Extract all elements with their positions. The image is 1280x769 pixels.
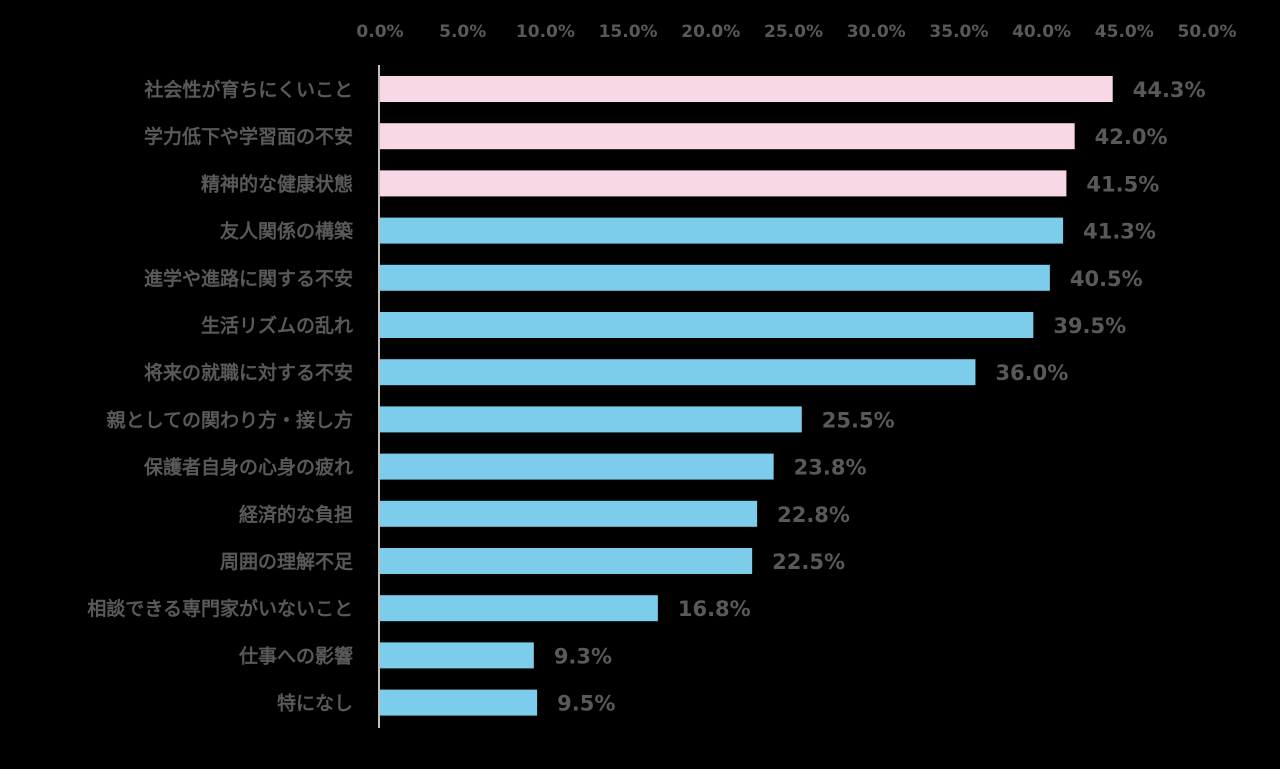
x-tick-label: 35.0% [929,22,988,42]
data-label: 41.3% [1083,220,1156,244]
category-label: 社会性が育ちにくいこと [143,78,353,101]
bar [380,359,976,386]
data-label: 9.3% [554,644,612,668]
bar [380,312,1034,338]
category-label: 仕事への影響 [238,644,353,667]
category-label: 将来の就職に対する不安 [144,361,353,384]
bar [380,76,1113,102]
data-label: 36.0% [995,361,1068,385]
bar [380,453,774,480]
x-tick-label: 45.0% [1095,22,1154,42]
data-label: 41.5% [1086,172,1159,196]
data-label: 23.8% [794,456,867,480]
x-tick-label: 30.0% [847,22,906,42]
data-label: 44.3% [1133,78,1206,102]
category-label: 特になし [277,693,353,715]
bar [380,170,1067,197]
x-tick-label: 25.0% [764,22,823,42]
x-tick-label: 20.0% [681,22,740,42]
bar [380,406,802,433]
data-label: 39.5% [1053,314,1126,338]
x-tick-label: 0.0% [356,22,403,42]
bar [380,689,538,716]
category-label: 経済的な負担 [239,503,353,526]
x-tick-label: 10.0% [516,22,575,42]
category-label: 精神的な健康状態 [201,172,353,195]
category-label: 生活リズムの乱れ [201,314,353,337]
category-label: 友人関係の構築 [220,220,354,243]
x-axis-ticks: 0.0% 5.0% 10.0% 15.0% 20.0% 25.0% 30.0% 35.0% 40… [356,22,1236,42]
data-label: 40.5% [1070,267,1143,291]
bar [380,642,534,669]
x-tick-label: 5.0% [439,22,486,42]
data-label: 22.8% [777,503,850,527]
x-tick-label: 50.0% [1178,22,1237,42]
bar [380,217,1064,244]
bar [380,123,1075,150]
category-label: 進学や進路に関する不安 [144,267,353,290]
data-label: 16.8% [678,597,751,621]
bars: 社会性が育ちにくいこと 44.3% 学力低下や学習面の不安 42.0% 精神的な健康状態… [87,76,1206,716]
category-label: 周囲の理解不足 [220,550,354,573]
data-label: 9.5% [557,692,615,716]
category-label: 学力低下や学習面の不安 [144,125,353,148]
category-label: 相談できる専門家がいないこと [87,597,353,620]
bar [380,548,753,574]
category-label: 保護者自身の心身の疲れ [143,456,353,479]
data-label: 42.0% [1095,125,1168,149]
x-tick-label: 15.0% [599,22,658,42]
data-label: 25.5% [822,408,895,432]
bar [380,595,658,622]
x-tick-label: 40.0% [1012,22,1071,42]
data-label: 22.5% [772,550,845,574]
bar [380,500,758,527]
bar [380,264,1050,291]
category-label: 親としての関わり方・接し方 [107,408,353,431]
